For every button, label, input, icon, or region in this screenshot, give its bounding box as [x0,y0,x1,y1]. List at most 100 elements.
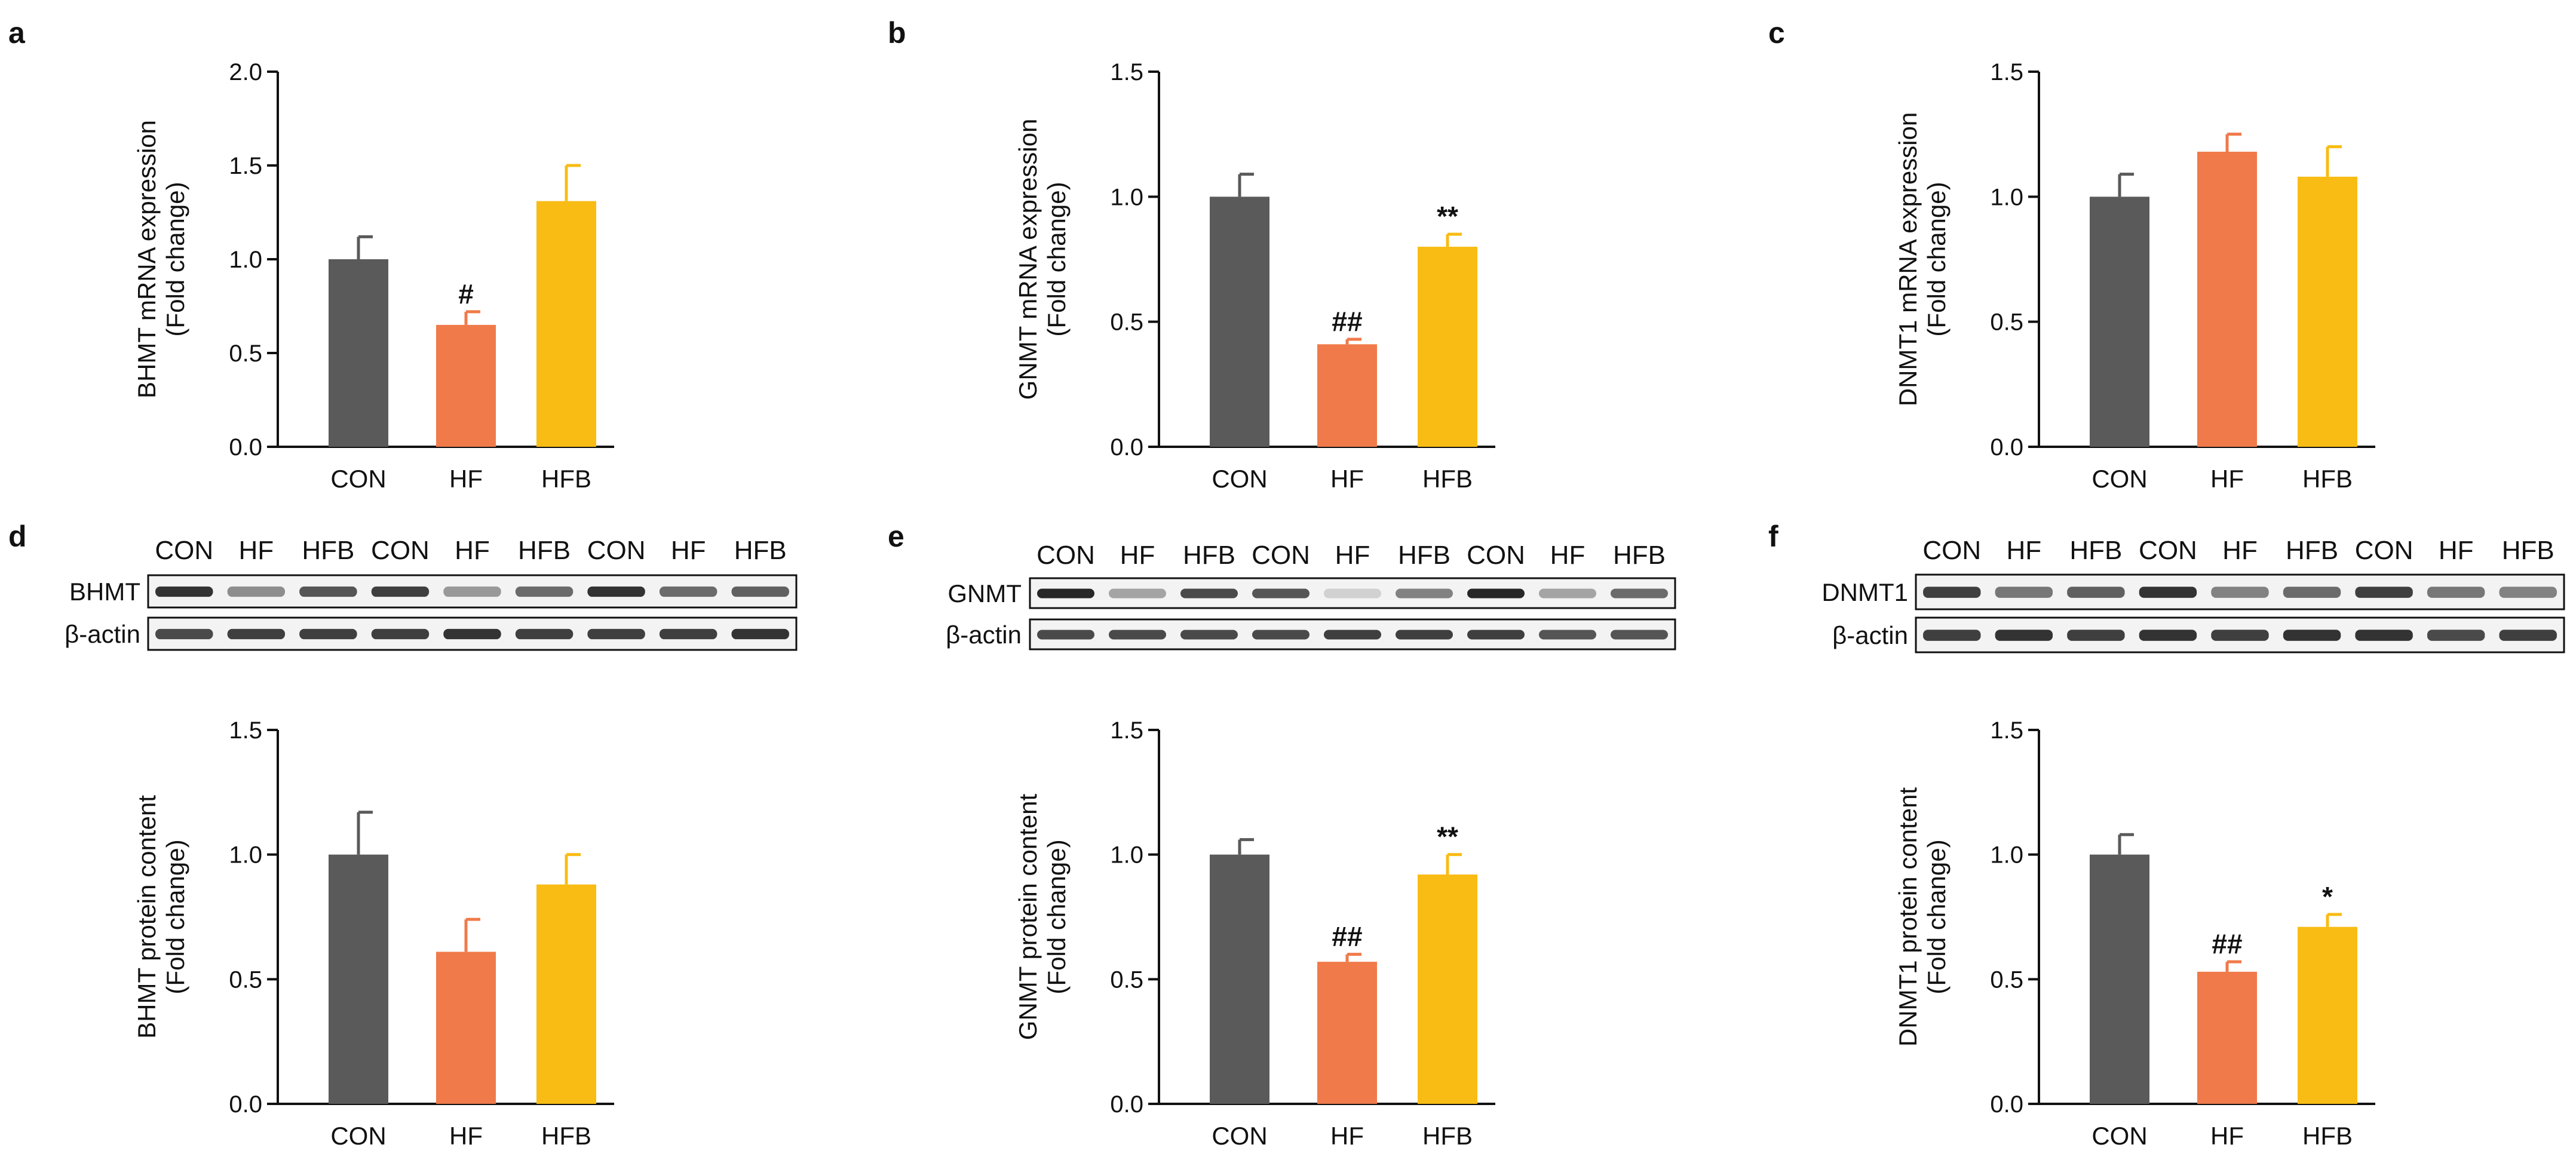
significance-marker: ** [1437,201,1458,232]
bar-hf [436,324,496,447]
bar-hfb [2298,926,2357,1104]
blot-band [155,586,213,597]
blot-lane-label: CON [1922,536,1981,565]
western-blot-d: CON HF HFB CON HF HFB CON HF HFB BHMT β-actin [65,536,798,651]
blot-row-label: β-actin [65,620,140,648]
blot-band [1396,588,1453,599]
blot-band [2139,630,2197,641]
y-tick-label: 1.5 [229,717,262,744]
blot-band [2499,587,2557,598]
chart-panel-f: 0.0 0.5 1.0 1.5 DNMT1 protein content(Fold c… [1894,717,2375,1150]
x-tick-label: HFB [1422,1122,1473,1150]
blot-lane-label: HFB [734,536,787,565]
blot-lane-label: CON [371,536,430,565]
blot-lane-label: HFB [518,536,571,565]
blot-band [2067,630,2125,641]
significance-marker: ## [1332,306,1362,337]
panel-label-d: d [8,520,27,553]
bar-hfb [536,884,596,1104]
blot-band [299,586,357,597]
y-axis-title-line: (Fold change) [1922,182,1951,336]
y-axis-title: GNMT protein content(Fold change) [1014,793,1071,1040]
y-tick-label: 1.0 [229,247,262,273]
y-tick-label: 0.5 [229,340,262,367]
blot-lane-label: CON [1036,541,1095,570]
blot-band [2139,587,2197,598]
y-axis-title: DNMT1 mRNA expression(Fold change) [1894,112,1951,406]
blot-lane-label: HFB [302,536,354,565]
bar-hf [1317,344,1377,447]
significance-marker: # [458,278,474,309]
x-tick-label: CON [2092,465,2147,493]
blot-band [1467,630,1525,640]
blot-lane-label: CON [2139,536,2197,565]
x-tick-label: CON [330,1122,386,1150]
y-axis-title-line: BHMT protein content [133,795,161,1039]
blot-lane-label: HF [671,536,706,565]
blot-band [371,586,430,597]
blot-lane-label: CON [587,536,646,565]
blot-band [659,628,717,640]
blot-band [2283,587,2341,598]
blot-row-label: β-actin [946,621,1022,649]
blot-lane-label: HFB [1398,541,1450,570]
blot-band [2067,587,2125,598]
y-tick-label: 1.5 [1990,717,2023,744]
blot-band [731,628,789,640]
blot-band [2211,587,2269,598]
blot-band [1611,588,1668,599]
blot-lane-label: HF [239,536,274,565]
panel-label-b: b [888,16,906,50]
blot-lane-label: HF [2439,536,2474,565]
blot-lane-label: CON [155,536,213,565]
blot-lane-label: CON [2355,536,2414,565]
bar-con [1210,854,1269,1104]
y-axis-title: DNMT1 protein content(Fold change) [1894,787,1951,1047]
y-tick-label: 0.5 [1110,966,1143,993]
blot-band [1995,630,2053,641]
y-tick-label: 0.0 [1990,1091,2023,1118]
y-tick-label: 0.0 [229,434,262,461]
blot-band [1467,588,1525,599]
bar-con [2090,197,2149,447]
x-tick-label: HFB [2302,465,2353,493]
blot-lane-label: HFB [1613,541,1666,570]
blot-band [2427,587,2485,598]
x-tick-label: HF [2210,465,2244,493]
western-blot-e: CON HF HFB CON HF HFB CON HF HFB GNMT β-actin [946,541,1676,650]
blot-band [155,628,213,640]
blot-band [1923,630,1981,641]
chart-panel-d: 0.0 0.5 1.0 1.5 BHMT protein content(Fold ch… [133,717,614,1150]
blot-lane-label: HF [2007,536,2042,565]
western-blot-f: CON HF HFB CON HF HFB CON HF HFB DNMT1 β-actin [1821,536,2565,653]
blot-band [1037,630,1094,640]
chart-panel-c: 0.0 0.5 1.0 1.5 DNMT1 mRNA expression(Fold c… [1894,59,2375,493]
y-tick-label: 0.0 [1110,1091,1143,1118]
blot-row-label: DNMT1 [1821,578,1908,606]
blot-band [443,586,501,597]
y-tick-label: 0.5 [1990,966,2023,993]
chart-panel-e: 0.0 0.5 1.0 1.5 GNMT protein content(Fold ch… [1014,717,1495,1150]
blot-lane-label: HFB [2502,536,2554,565]
panel-label-f: f [1768,520,1778,553]
y-tick-label: 1.0 [1990,184,2023,210]
x-tick-label: HFB [541,1122,591,1150]
bar-con [329,259,388,447]
blot-band [587,628,645,640]
y-tick-label: 0.5 [1110,309,1143,336]
bar-hf [2197,971,2257,1104]
x-tick-label: HF [2210,1122,2244,1150]
chart-panel-b: 0.0 0.5 1.0 1.5 GNMT mRNA expression(Fold ch… [1014,59,1495,493]
blot-band [1109,588,1166,599]
blot-band [227,628,286,640]
blot-band [2499,630,2557,641]
significance-marker: ## [1332,921,1362,952]
blot-band [1252,630,1310,640]
significance-marker: ## [2212,928,2242,959]
bar-con [1210,197,1269,447]
blot-lane-label: HF [1335,541,1370,570]
panel-label-a: a [8,16,26,50]
y-axis-title-line: (Fold change) [1922,839,1951,994]
blot-band [1180,630,1238,640]
